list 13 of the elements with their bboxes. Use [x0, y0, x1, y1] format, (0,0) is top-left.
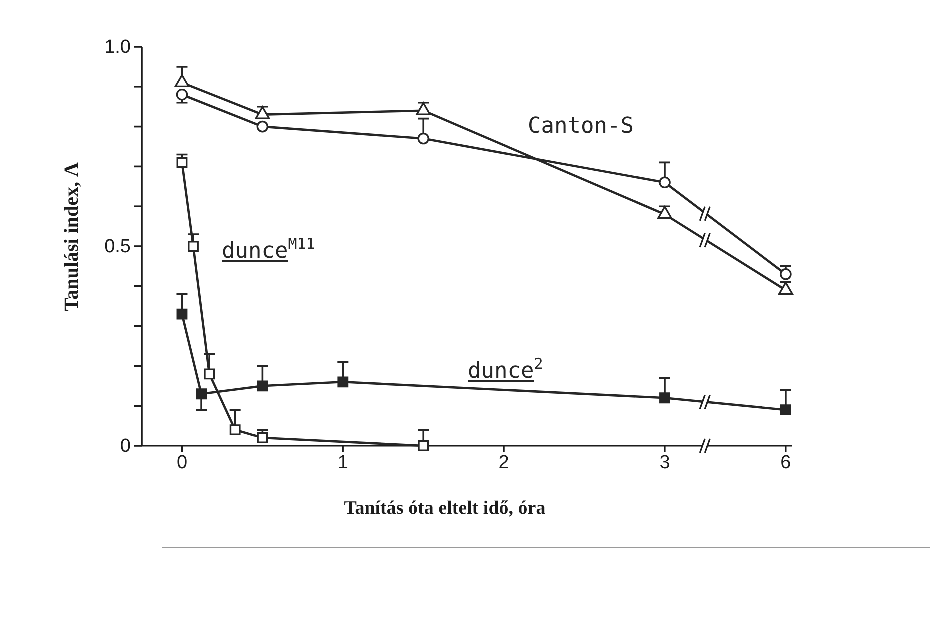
x-tick-label: 2	[498, 452, 510, 474]
x-tick-label: 3	[660, 452, 670, 474]
series-label: Canton-S	[528, 114, 634, 139]
x-axis-title: Tanítás óta eltelt idő, óra	[344, 498, 546, 519]
series-label: dunce$^{2}$	[468, 355, 544, 384]
x-tick-label: 6	[780, 452, 792, 474]
x-tick-label: 0	[176, 452, 188, 474]
x-tick-label: 1	[338, 452, 348, 474]
y-tick-label: 0	[120, 436, 131, 458]
y-tick-label: 0.5	[104, 236, 131, 258]
y-axis-title: Tanulási index, Λ	[61, 162, 83, 312]
series-label: dunce$^{M11}$	[222, 235, 316, 264]
y-tick-label: 1.0	[104, 37, 131, 58]
